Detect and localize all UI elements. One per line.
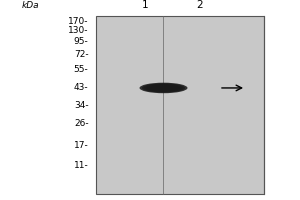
Text: 17-: 17- [74,141,88,150]
Text: 43-: 43- [74,83,88,92]
Ellipse shape [156,86,171,90]
Text: 72-: 72- [74,50,88,59]
Text: 1: 1 [142,0,149,10]
Text: 26-: 26- [74,119,88,128]
Text: 130-: 130- [68,26,88,35]
Ellipse shape [142,83,185,93]
Ellipse shape [144,84,183,92]
Text: kDa: kDa [21,1,39,10]
Text: 170-: 170- [68,17,88,26]
Text: 95-: 95- [74,37,88,46]
Ellipse shape [152,85,176,91]
Text: 34-: 34- [74,101,88,110]
Ellipse shape [140,83,188,93]
Text: 55-: 55- [74,65,88,74]
Ellipse shape [147,84,180,92]
Bar [96,16,264,194]
Ellipse shape [149,85,178,91]
Text: 11-: 11- [74,161,88,170]
Ellipse shape [154,86,173,90]
Text: 2: 2 [196,0,203,10]
